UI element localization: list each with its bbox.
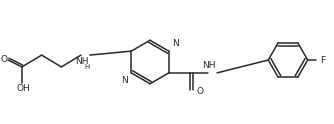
Text: F: F bbox=[321, 56, 326, 64]
Text: NH: NH bbox=[75, 57, 89, 66]
Text: NH: NH bbox=[202, 61, 216, 70]
Text: O: O bbox=[196, 87, 203, 96]
Text: N: N bbox=[122, 76, 128, 85]
Text: N: N bbox=[172, 39, 178, 48]
Text: O: O bbox=[1, 55, 8, 63]
Text: OH: OH bbox=[16, 84, 30, 93]
Text: H: H bbox=[85, 64, 90, 70]
